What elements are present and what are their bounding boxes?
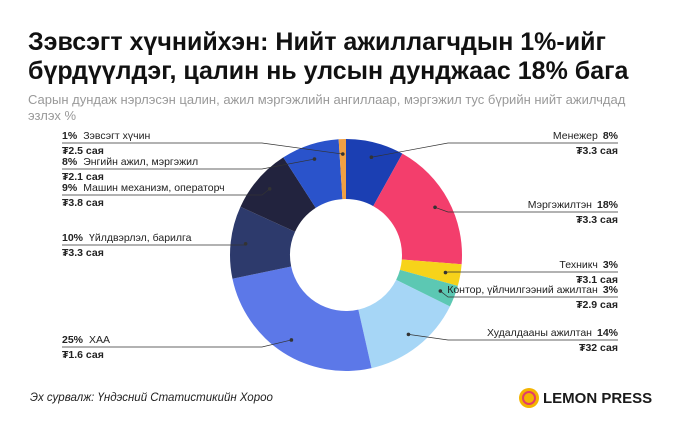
chart-title: Зэвсэгт хүчнийхэн: Нийт ажиллагчдын 1%-и… [28,28,629,85]
category-label: Энгийн ажил, мэргэжил [83,156,198,168]
label: Техникч 3% [559,259,618,271]
salary-label: ₮2.9 сая [576,299,618,311]
category-label: ХАА [89,334,110,346]
category-label: Техникч [559,259,597,271]
salary-label: ₮3.3 сая [576,145,618,157]
label: 10% Үйлдвэрлэл, барилга [62,232,192,244]
slice [240,157,316,232]
label: 1% Зэвсэгт хүчин [62,130,150,142]
value-label: 1% [62,130,78,142]
leader-line [62,243,246,246]
slice [232,266,372,371]
leader-dot [340,152,345,156]
leader-line [440,290,618,298]
value-label: 3% [603,284,619,296]
leader-line [445,271,618,273]
salary-label: ₮3.3 сая [576,214,618,226]
label: 9% Машин механизм, операторч [62,182,225,194]
leader-line [62,339,292,348]
leader-line [62,142,343,155]
salary-label: ₮3.1 сая [576,274,618,286]
slice [358,279,450,369]
category-label: Машин механизм, операторч [83,182,224,194]
category-label: Үйлдвэрлэл, барилга [89,232,192,244]
brand: LEMON PRESS [543,390,652,407]
slice [283,139,343,208]
category-label: Худалдааны ажилтан [487,327,592,339]
value-label: 8% [603,130,619,142]
logo-icon [519,388,539,408]
category-label: Мэргэжилтэн [528,199,592,211]
label: Контор, үйлчилгээний ажилтан 3% [447,284,618,296]
logo [519,388,539,408]
leader-dot [289,338,294,342]
label: 8% Энгийн ажил, мэргэжил [62,156,198,168]
source: Эх сурвалж: Үндэсний Статистикийн Хороо [30,392,273,404]
value-label: 10% [62,232,84,244]
value-label: 3% [603,259,619,271]
leader-line [371,142,618,158]
value-label: 8% [62,156,78,168]
label: Худалдааны ажилтан 14% [487,327,619,339]
label: 25% ХАА [62,334,110,346]
leader-dot [438,289,443,293]
label: Менежер 8% [553,130,619,142]
leader-line [408,334,618,341]
value-label: 9% [62,182,78,194]
leader-dot [443,270,448,275]
category-label: Менежер [553,130,598,142]
leader-line [62,158,315,170]
leader-dot [312,157,317,161]
slice [229,206,296,279]
leader-dot [433,205,437,210]
slice [373,153,462,265]
value-label: 25% [62,334,84,346]
slice [399,259,462,286]
leader-dot [369,155,374,160]
category-label: Зэвсэгт хүчин [83,130,150,142]
salary-label: ₮3.8 сая [62,197,104,209]
salary-label: ₮3.3 сая [62,247,104,259]
category-label: Контор, үйлчилгээний ажилтан [447,284,598,296]
leader-dot [267,187,272,191]
slice [346,139,403,207]
leader-dot [243,242,248,246]
chart-subtitle: Сарын дундаж нэрлэсэн цалин, ажил мэргэж… [28,92,626,123]
logo-icon [522,391,536,405]
salary-label: ₮32 сая [579,342,618,354]
value-label: 14% [597,327,619,339]
salary-label: ₮1.6 сая [62,349,104,361]
leader-dot [406,332,411,337]
slice [396,269,458,307]
leader-line [434,206,618,213]
leader-line [62,188,270,196]
salary-label: ₮2.5 сая [62,145,104,157]
salary-label: ₮2.1 сая [62,171,104,183]
value-label: 18% [597,199,619,211]
label: Мэргэжилтэн 18% [528,199,619,211]
